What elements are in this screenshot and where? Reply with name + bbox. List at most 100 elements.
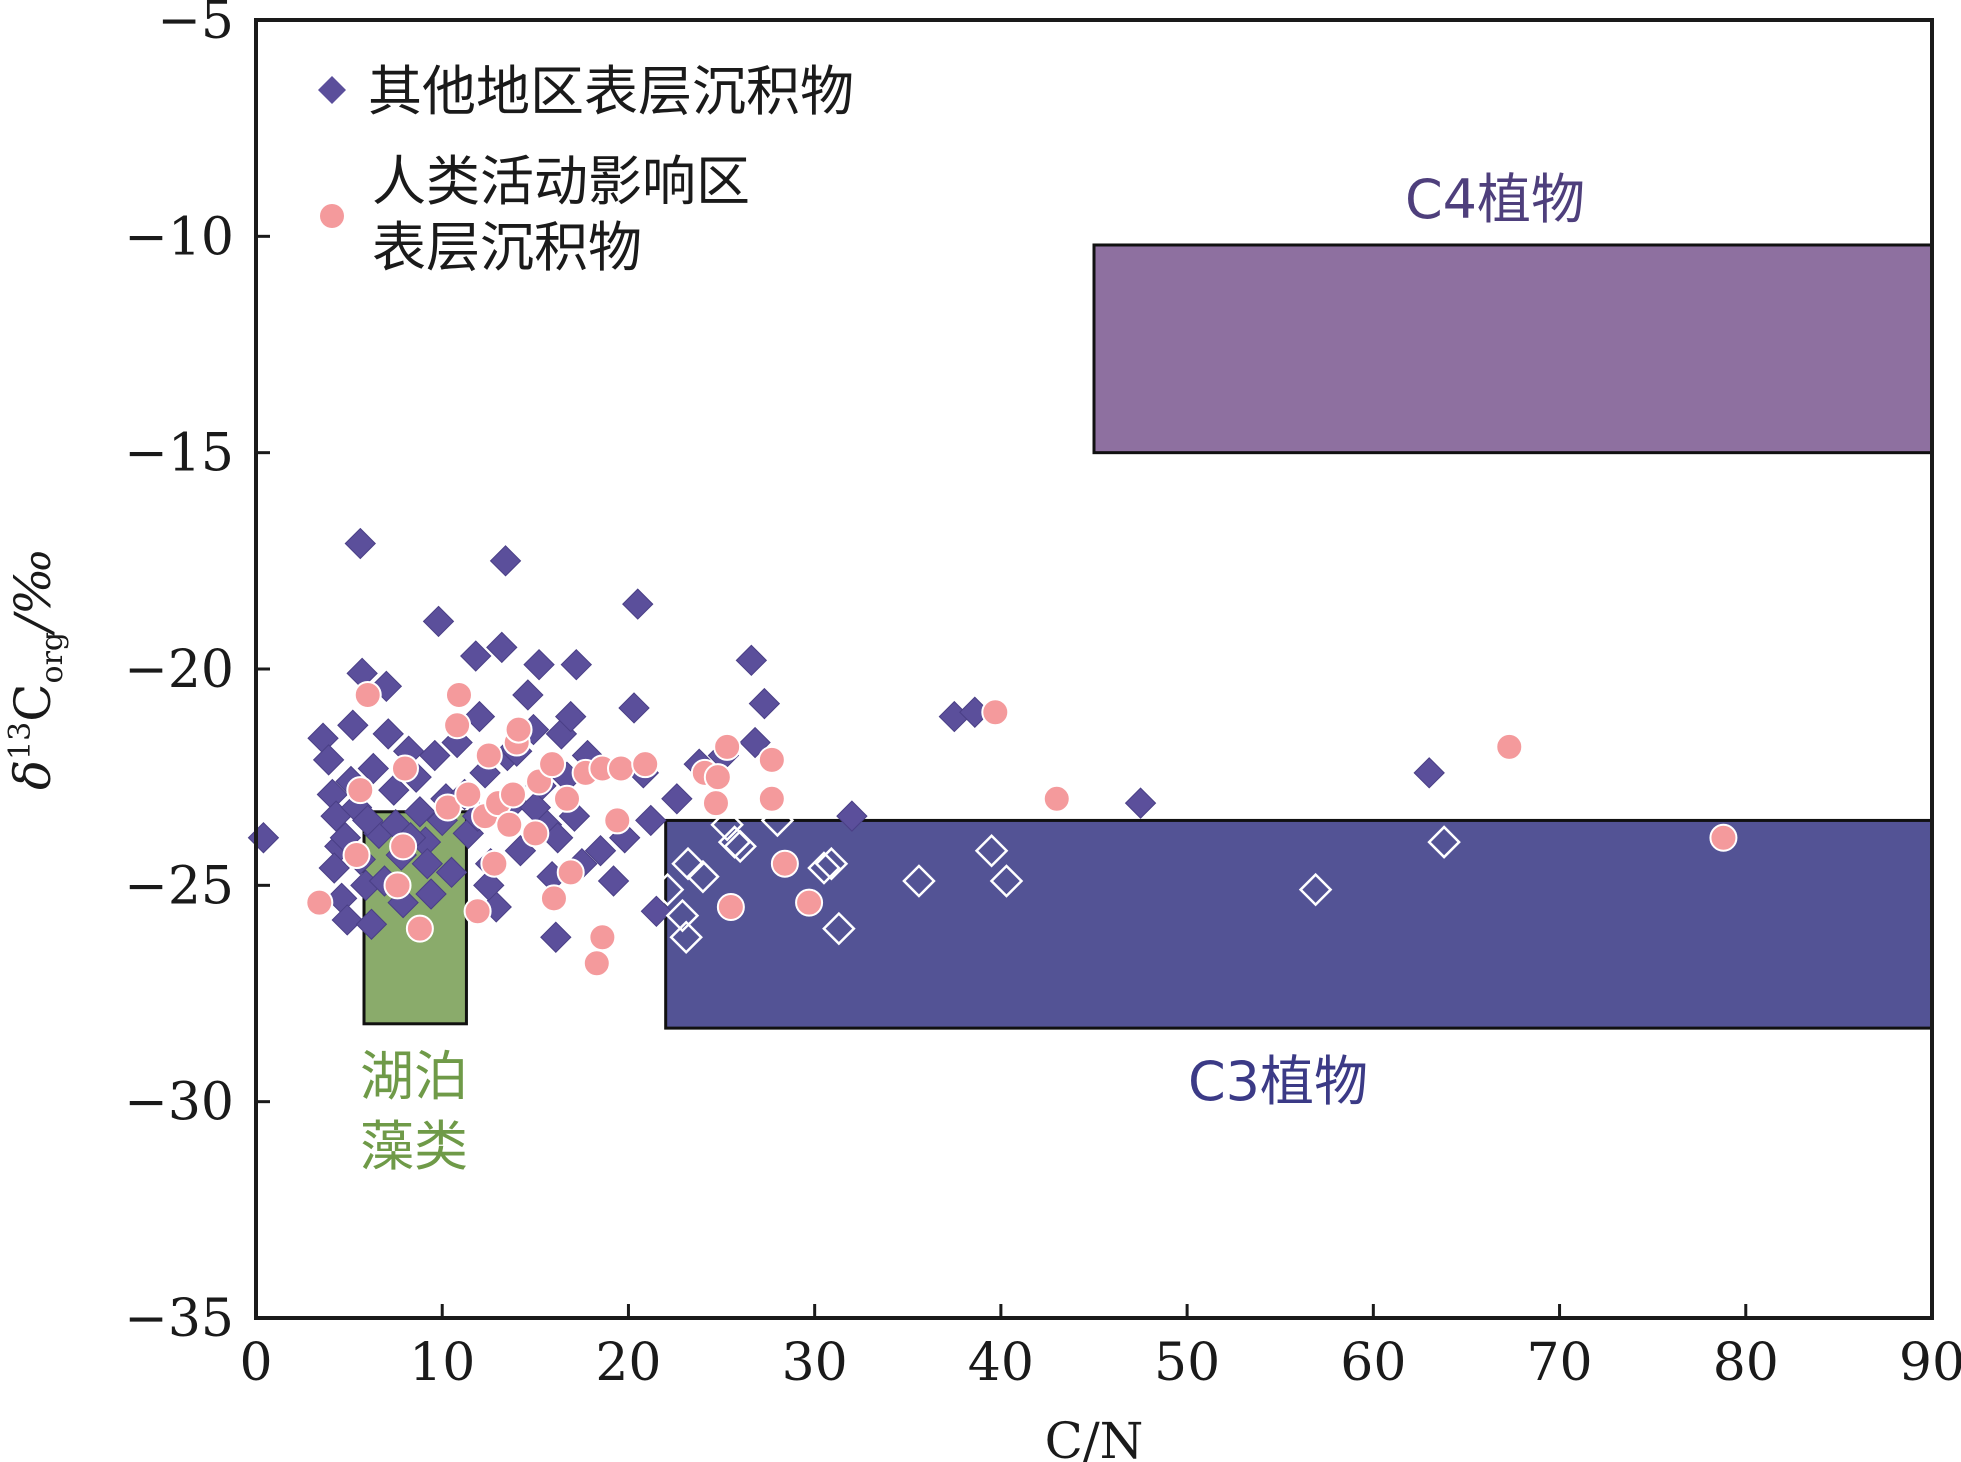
- y-axis-title-delta: δ: [4, 760, 62, 790]
- axes-layer: 0 10 20 30 40 50 60 70 80 90 −5 −10 −15 −20 −25 −30 −35 C…: [3, 0, 1961, 1462]
- x-tick-label: 70: [1526, 1333, 1592, 1393]
- data-point-diamond: [640, 895, 673, 928]
- x-tick-label: 0: [239, 1333, 272, 1393]
- y-tick-label: −20: [124, 640, 234, 700]
- data-point-diamond: [355, 908, 388, 940]
- data-point-circle: [757, 745, 786, 774]
- data-point-diamond: [512, 679, 544, 711]
- data-point-circle: [498, 780, 527, 809]
- data-point-diamond: [735, 644, 768, 677]
- data-point-diamond: [814, 846, 849, 881]
- x-tick-label: 60: [1340, 1333, 1406, 1393]
- data-point-diamond: [318, 852, 350, 884]
- y-axis-title-sub: org: [35, 632, 70, 684]
- data-point-diamond: [584, 835, 617, 867]
- x-tick-label: 50: [1154, 1333, 1220, 1393]
- data-point-diamond: [597, 865, 630, 897]
- data-point-diamond: [331, 904, 363, 936]
- data-point-circle: [981, 698, 1010, 727]
- data-point-circle: [552, 784, 581, 813]
- data-point-circle: [463, 897, 492, 926]
- points-layer: [247, 527, 1738, 978]
- data-point-diamond: [807, 851, 841, 885]
- y-axis-title-unit: /‰: [4, 548, 62, 636]
- data-point-diamond: [247, 822, 280, 854]
- data-point-circle: [701, 789, 730, 818]
- data-point-circle: [538, 750, 567, 779]
- data-point-circle: [454, 780, 483, 809]
- data-point-diamond: [555, 700, 587, 733]
- data-point-diamond: [489, 545, 522, 577]
- data-point-diamond: [422, 605, 455, 638]
- data-point-diamond: [686, 859, 720, 894]
- data-point-diamond: [669, 920, 703, 955]
- data-point-diamond: [622, 588, 654, 620]
- data-point-diamond: [463, 700, 496, 733]
- y-tick-label: −30: [124, 1073, 234, 1133]
- y-tick-label: −10: [124, 207, 234, 267]
- data-point-diamond: [344, 527, 376, 560]
- region-label-c4: C4植物: [1405, 168, 1585, 231]
- legend-marker-circle: [320, 204, 344, 228]
- data-point-diamond: [419, 739, 451, 772]
- data-point-diamond: [337, 709, 369, 741]
- data-point-circle: [521, 819, 550, 848]
- data-point-circle: [474, 741, 503, 770]
- y-axis-title-base: C: [4, 683, 62, 721]
- data-point-circle: [495, 810, 524, 839]
- data-point-diamond: [404, 796, 436, 828]
- legend-marker-diamond: [318, 76, 346, 104]
- data-point-circle: [588, 923, 617, 952]
- data-point-circle: [631, 750, 660, 779]
- data-point-diamond: [473, 869, 505, 902]
- data-point-circle: [504, 715, 533, 744]
- y-tick-label: −15: [124, 424, 234, 484]
- data-point-diamond: [460, 640, 492, 672]
- x-tick-label: 20: [595, 1333, 661, 1393]
- plot-frame: [254, 18, 1934, 1320]
- region-c3: [664, 818, 1934, 1030]
- data-point-circle: [443, 711, 472, 740]
- data-point-diamond: [415, 878, 447, 910]
- data-point-circle: [556, 858, 585, 887]
- data-point-circle: [353, 680, 382, 709]
- legend-label-other: 其他地区表层沉积物: [368, 60, 854, 123]
- data-point-circle: [1495, 732, 1524, 761]
- data-point-circle: [390, 754, 419, 783]
- data-point-diamond: [357, 752, 390, 785]
- data-point-diamond: [560, 648, 593, 681]
- data-point-circle: [1042, 784, 1071, 813]
- legend-label-human-line: 人类活动影响区: [372, 150, 750, 213]
- data-point-circle: [757, 784, 786, 813]
- data-point-diamond: [989, 864, 1024, 898]
- data-point-diamond: [717, 825, 752, 859]
- data-point-circle: [603, 806, 632, 835]
- x-tick-label: 10: [409, 1333, 475, 1393]
- data-point-diamond: [486, 631, 518, 664]
- data-point-diamond: [540, 921, 572, 953]
- data-point-diamond: [974, 833, 1009, 868]
- data-point-circle: [539, 884, 568, 913]
- data-point-diamond: [618, 692, 650, 724]
- x-axis-title: C/N: [1045, 1412, 1144, 1462]
- y-tick-label: −5: [157, 0, 234, 51]
- data-point-circle: [1709, 823, 1738, 852]
- data-point-circle: [703, 763, 732, 792]
- data-point-diamond: [1124, 787, 1157, 819]
- data-point-diamond: [902, 864, 936, 898]
- data-point-circle: [383, 871, 412, 900]
- data-point-circle: [389, 832, 418, 861]
- data-point-diamond: [836, 800, 868, 832]
- data-point-circle: [480, 849, 509, 878]
- data-point-circle: [606, 754, 635, 783]
- legend-label-human-line: 表层沉积物: [372, 216, 642, 279]
- y-axis-title: δ13Corg/‰: [3, 548, 70, 790]
- data-point-diamond: [312, 744, 345, 776]
- data-point-diamond: [822, 911, 856, 946]
- data-point-circle: [716, 892, 745, 921]
- data-point-diamond: [352, 804, 384, 837]
- data-point-diamond: [710, 807, 744, 842]
